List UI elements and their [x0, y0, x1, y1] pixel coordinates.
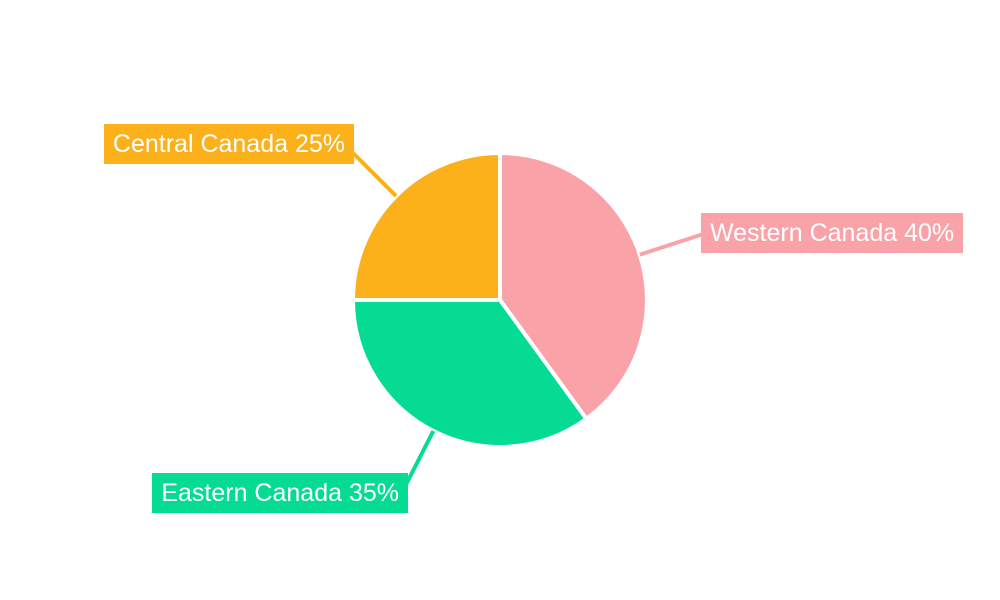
pie-label-western-canada: Western Canada 40%	[701, 213, 964, 253]
pie-label-eastern-canada: Eastern Canada 35%	[152, 473, 408, 513]
pie-slice-eastern-canada[interactable]	[351, 298, 589, 449]
leader-line-western-canada	[639, 231, 706, 257]
leader-line-central-canada	[346, 146, 398, 198]
pie-slice-western-canada[interactable]	[498, 151, 649, 421]
pie-slice-central-canada[interactable]	[351, 151, 502, 302]
pie-label-central-canada: Central Canada 25%	[103, 124, 354, 164]
